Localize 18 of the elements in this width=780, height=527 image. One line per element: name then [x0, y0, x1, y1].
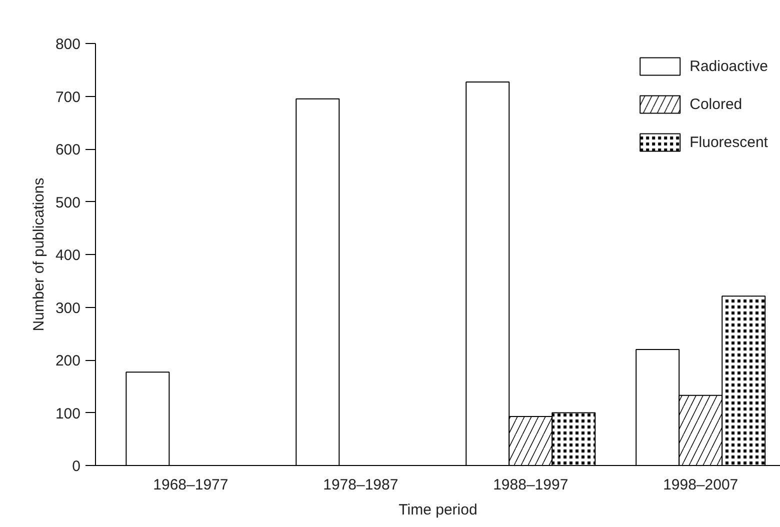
- y-tick-label: 300: [55, 300, 81, 317]
- y-tick-label: 100: [55, 405, 81, 422]
- y-tick-label: 600: [55, 142, 81, 158]
- x-tick-label: 1988–1997: [493, 476, 568, 494]
- y-tick-label: 200: [55, 352, 81, 370]
- legend-label: Radioactive: [690, 58, 768, 74]
- y-tick-label: 500: [55, 194, 81, 212]
- x-tick-label: 1978–1987: [323, 476, 398, 494]
- y-tick-label: 0: [72, 458, 80, 475]
- y-tick-label: 700: [55, 88, 81, 106]
- x-axis-title: Time period: [398, 502, 478, 518]
- x-tick-label: 1998–2007: [663, 476, 738, 494]
- legend-label: Colored: [690, 96, 742, 112]
- y-axis-title: Number of publications: [30, 178, 48, 332]
- y-tick-label: 800: [55, 36, 81, 53]
- legend-label: Fluorescent: [690, 134, 768, 150]
- y-tick-label: 400: [55, 247, 81, 264]
- x-tick-label: 1968–1977: [153, 476, 228, 494]
